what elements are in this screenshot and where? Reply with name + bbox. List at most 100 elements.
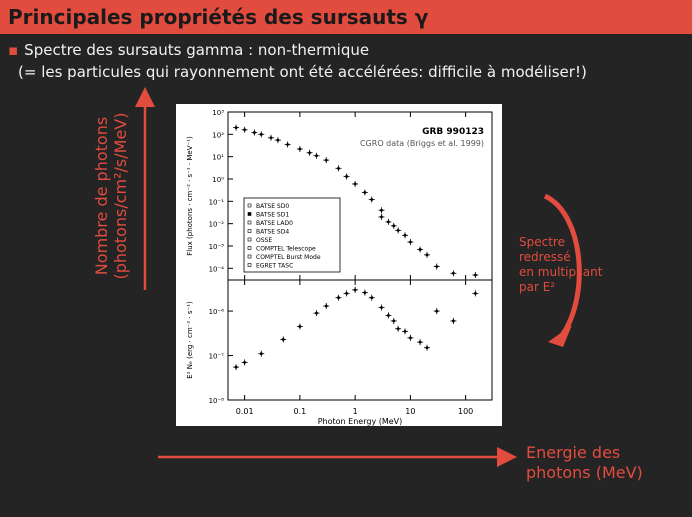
data-point <box>451 271 455 275</box>
bullet-text: Spectre des sursauts gamma : non-thermiq… <box>24 41 370 59</box>
y-tick-label: 10⁻⁴ <box>209 265 225 273</box>
spectrum-figure: 0.01 0.1 1 10 100 Photon Energy (MeV) 10³ 10² 10… <box>186 109 493 426</box>
y-tick-label: 10³ <box>212 109 224 117</box>
data-point <box>380 208 383 212</box>
data-point <box>363 191 367 194</box>
legend-marker <box>247 254 252 259</box>
data-point <box>259 132 263 136</box>
y-tick-label: 10⁻⁸ <box>209 397 225 405</box>
x-tick-label: 0.01 <box>236 407 254 416</box>
data-point <box>396 228 400 232</box>
x-tick-label: 100 <box>458 407 473 416</box>
data-point <box>473 273 477 277</box>
data-point <box>435 309 439 313</box>
y-tick-label: 10⁻³ <box>209 243 225 251</box>
data-point <box>403 329 407 333</box>
data-point <box>370 296 374 300</box>
legend-marker <box>247 229 252 233</box>
y-tick-label: 10² <box>212 131 224 139</box>
data-point <box>425 346 429 350</box>
slide-title: Principales propriétés des sursauts γ <box>8 5 429 29</box>
data-point <box>234 126 238 130</box>
data-point <box>473 291 477 295</box>
x-tick-label: 1 <box>353 407 358 416</box>
legend-marker <box>247 237 252 242</box>
data-point <box>380 306 383 309</box>
note-line-1: Spectre <box>519 235 565 249</box>
data-point <box>286 143 290 146</box>
data-point <box>403 233 407 237</box>
y-tick-label: 10⁻⁶ <box>209 308 225 316</box>
data-point <box>298 325 302 328</box>
data-point <box>315 311 318 315</box>
data-point <box>259 352 263 356</box>
data-point <box>324 158 328 162</box>
data-point <box>324 304 328 308</box>
subline-text: (= les particules qui rayonnement ont ét… <box>18 63 587 81</box>
legend-entry: BATSE LAD0 <box>256 220 293 227</box>
figure-panel: 0.01 0.1 1 10 100 Photon Energy (MeV) 10³ 10² 10… <box>176 104 502 426</box>
legend-marker <box>247 212 252 216</box>
y-tick-label: 10⁻¹ <box>209 198 225 206</box>
legend-entry: COMPTEL Burst Mode <box>256 254 321 261</box>
legend-marker <box>247 220 252 225</box>
data-point <box>315 154 318 158</box>
legend-marker <box>247 203 252 208</box>
data-point <box>353 182 357 186</box>
data-point <box>243 361 247 364</box>
legend-entry: BATSE SD1 <box>256 212 289 219</box>
data-point <box>380 215 383 219</box>
data-point <box>387 313 390 317</box>
data-point <box>308 151 312 155</box>
square-bullet-icon: ▪ <box>8 41 19 59</box>
data-point <box>396 327 400 331</box>
legend-entry: OSSE <box>256 237 272 244</box>
note-line-2: redressé <box>519 250 571 264</box>
note-line-3: en multipliant <box>519 265 603 279</box>
y-tick-label: 10⁻² <box>209 221 225 229</box>
x-axis-description: Energie des photons (MeV) <box>526 443 643 483</box>
data-point <box>337 166 340 170</box>
data-point <box>337 296 340 300</box>
x-axis-description-line1: Energie des <box>526 443 621 462</box>
y-axis-title-flux: Flux (photons · cm⁻² · s⁻¹ · MeV⁻¹) <box>186 136 194 256</box>
data-point <box>353 288 357 292</box>
curved-arrow <box>543 193 582 340</box>
data-point <box>387 220 390 224</box>
data-point <box>363 291 367 295</box>
data-point <box>252 131 256 134</box>
data-point <box>392 224 396 228</box>
y-tick-label: 10⁰ <box>212 176 224 184</box>
data-point <box>370 198 374 201</box>
legend-entry: COMPTEL Telescope <box>256 246 316 253</box>
data-point <box>435 265 439 268</box>
x-axis-description-line2: photons (MeV) <box>526 463 643 482</box>
data-point <box>408 240 412 244</box>
title-bar: Principales propriétés des sursauts γ <box>0 0 692 34</box>
legend-entry: BATSE SD0 <box>256 203 289 210</box>
data-point <box>234 365 238 369</box>
data-point <box>276 138 280 142</box>
x-axis-title: Photon Energy (MeV) <box>318 417 403 426</box>
y-axis-title-e2n: E² Nₑ (erg · cm⁻² · s⁻¹) <box>186 301 194 379</box>
legend-box <box>243 197 341 273</box>
data-point <box>298 147 302 151</box>
data-point <box>269 136 273 140</box>
bullet-line: ▪ Spectre des sursauts gamma : non-thermi… <box>8 41 369 59</box>
x-tick-label: 10 <box>405 407 415 416</box>
spectre-note: Spectre redressé en multipliant par E² <box>519 235 602 295</box>
data-point <box>243 128 247 132</box>
data-point <box>418 248 422 251</box>
data-point <box>392 319 396 323</box>
data-point <box>345 291 348 295</box>
legend-entry: EGRET TASC <box>256 263 293 270</box>
chart-title: GRB 990123 <box>422 127 484 137</box>
data-point <box>451 319 455 323</box>
data-point <box>345 175 348 178</box>
legend-marker <box>247 246 252 250</box>
data-point <box>425 253 429 257</box>
data-point <box>281 338 285 341</box>
note-line-4: par E² <box>519 280 556 294</box>
e2n-frame <box>227 279 493 401</box>
